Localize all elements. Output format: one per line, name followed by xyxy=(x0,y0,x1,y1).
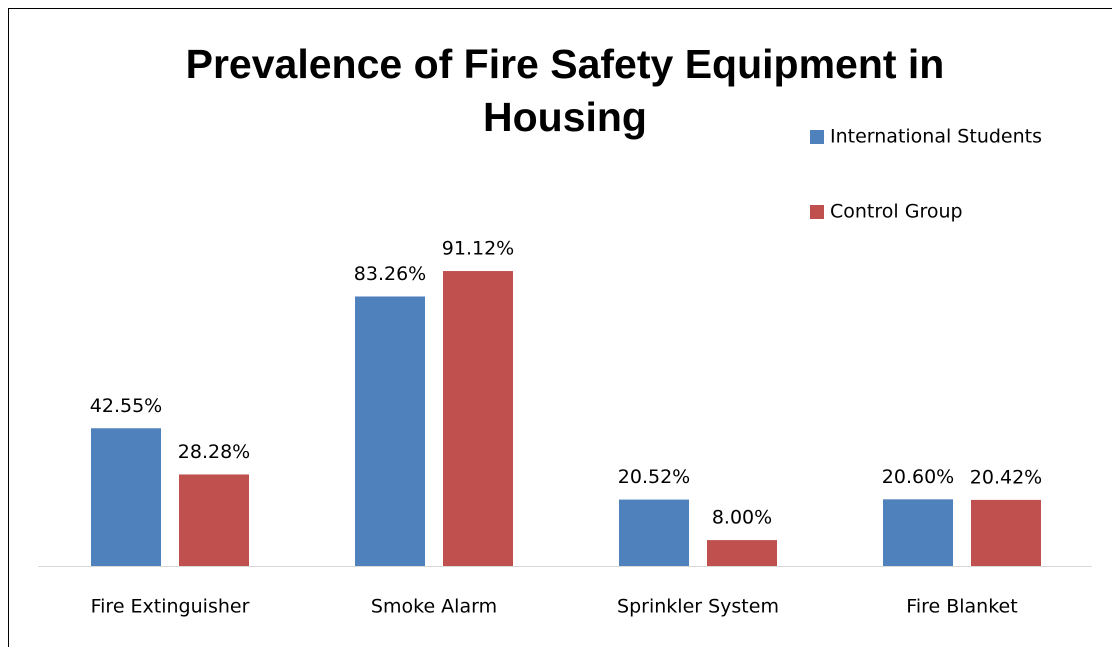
bar xyxy=(883,499,953,566)
x-tick-label: Fire Blanket xyxy=(906,596,1017,618)
value-label: 20.60% xyxy=(882,466,954,488)
chart-frame xyxy=(8,8,1112,647)
x-tick-label: Sprinkler System xyxy=(617,596,779,618)
bar xyxy=(443,271,513,566)
bar xyxy=(91,428,161,566)
bar xyxy=(179,474,249,566)
bar xyxy=(707,540,777,566)
legend-label: Control Group xyxy=(830,201,963,223)
value-label: 42.55% xyxy=(90,395,162,417)
value-label: 20.52% xyxy=(618,466,690,488)
value-label: 20.42% xyxy=(970,466,1042,488)
legend-swatch xyxy=(810,130,824,144)
legend-swatch xyxy=(810,205,824,219)
x-tick-label: Smoke Alarm xyxy=(371,596,497,618)
legend-label: International Students xyxy=(830,126,1042,148)
x-tick-label: Fire Extinguisher xyxy=(91,596,250,618)
value-label: 83.26% xyxy=(354,263,426,285)
value-label: 28.28% xyxy=(178,441,250,463)
value-label: 91.12% xyxy=(442,238,514,260)
value-label: 8.00% xyxy=(712,507,772,529)
bar xyxy=(971,499,1041,566)
bar xyxy=(619,499,689,566)
chart-title: Prevalence of Fire Safety Equipment in H… xyxy=(185,41,945,140)
bar xyxy=(355,296,425,566)
